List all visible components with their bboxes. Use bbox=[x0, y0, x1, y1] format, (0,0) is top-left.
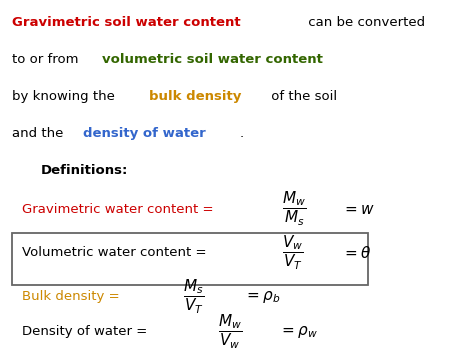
Text: $\dfrac{M_w}{V_w}$: $\dfrac{M_w}{V_w}$ bbox=[218, 313, 243, 351]
Text: .: . bbox=[240, 127, 244, 140]
Text: of the soil: of the soil bbox=[266, 90, 337, 103]
Text: $= \theta$: $= \theta$ bbox=[342, 245, 372, 261]
Text: Volumetric water content =: Volumetric water content = bbox=[21, 246, 210, 260]
Text: Definitions:: Definitions: bbox=[40, 164, 128, 177]
Text: Bulk density =: Bulk density = bbox=[21, 290, 123, 303]
FancyBboxPatch shape bbox=[12, 233, 368, 285]
Text: $\dfrac{V_w}{V_T}$: $\dfrac{V_w}{V_T}$ bbox=[282, 234, 303, 272]
Text: $\dfrac{M_w}{M_s}$: $\dfrac{M_w}{M_s}$ bbox=[282, 190, 306, 228]
Text: Gravimetric water content =: Gravimetric water content = bbox=[21, 203, 217, 216]
Text: $= w$: $= w$ bbox=[342, 202, 375, 217]
Text: can be converted: can be converted bbox=[304, 16, 425, 29]
Text: by knowing the: by knowing the bbox=[12, 90, 119, 103]
Text: $= \rho_b$: $= \rho_b$ bbox=[244, 289, 281, 305]
Text: $\dfrac{M_s}{V_T}$: $\dfrac{M_s}{V_T}$ bbox=[183, 278, 204, 316]
Text: bulk density: bulk density bbox=[149, 90, 241, 103]
Text: and the: and the bbox=[12, 127, 68, 140]
Text: density of water: density of water bbox=[83, 127, 206, 140]
Text: Density of water =: Density of water = bbox=[21, 326, 151, 338]
Text: to or from: to or from bbox=[12, 53, 83, 66]
Text: Gravimetric soil water content: Gravimetric soil water content bbox=[12, 16, 241, 29]
Text: $= \rho_w$: $= \rho_w$ bbox=[279, 324, 318, 340]
Text: volumetric soil water content: volumetric soil water content bbox=[102, 53, 323, 66]
